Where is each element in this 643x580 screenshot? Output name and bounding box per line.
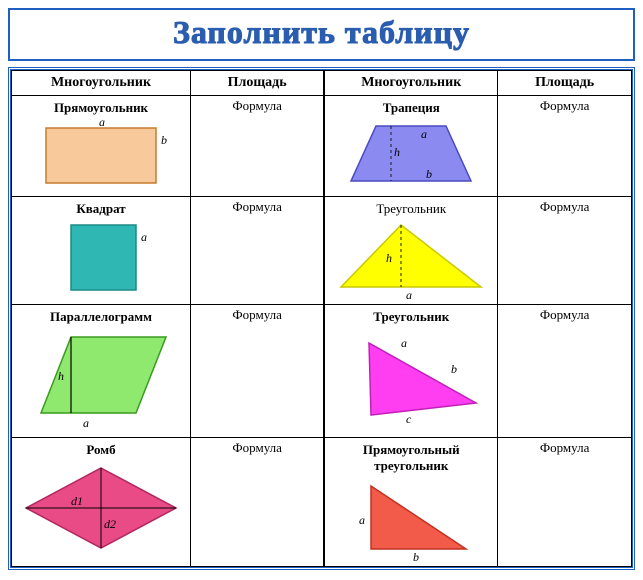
- shape-rhombus: d1 d2: [16, 458, 186, 558]
- shape-rectangle: a b: [21, 116, 181, 194]
- label-a: a: [406, 288, 412, 302]
- label-a: a: [99, 116, 105, 129]
- cell-parallelogram: Параллелограмм h a: [12, 305, 191, 438]
- formula-triangle-abc: Формула: [498, 305, 632, 438]
- header-polygon-right: Многоугольник: [324, 71, 497, 96]
- shape-name-trapezoid: Трапеция: [329, 100, 493, 116]
- table-row: Квадрат a Формула Треугольник h a Формул…: [12, 197, 632, 305]
- title-box: Заполнить таблицу: [8, 8, 635, 61]
- cell-rhombus: Ромб d1 d2: [12, 438, 191, 567]
- label-h: h: [386, 251, 392, 265]
- label-d2: d2: [104, 517, 116, 531]
- header-area-right: Площадь: [498, 71, 632, 96]
- formula-parallelogram: Формула: [191, 305, 325, 438]
- label-a: a: [421, 127, 427, 141]
- label-a: a: [141, 230, 147, 244]
- table-row: Ромб d1 d2 Формула Прямоугольный треугол…: [12, 438, 632, 567]
- shape-square: a: [21, 217, 181, 302]
- label-d1: d1: [71, 494, 83, 508]
- label-a: a: [401, 336, 407, 350]
- table-row: Прямоугольник a b Формула Трапеция a b h…: [12, 96, 632, 197]
- header-area-left: Площадь: [191, 71, 325, 96]
- label-h: h: [58, 369, 64, 383]
- shape-parallelogram: h a: [21, 325, 181, 435]
- label-b: b: [161, 133, 167, 147]
- cell-square: Квадрат a: [12, 197, 191, 305]
- label-b: b: [426, 167, 432, 181]
- label-a: a: [359, 513, 365, 527]
- page-title: Заполнить таблицу: [173, 14, 470, 50]
- formula-rhombus: Формула: [191, 438, 325, 567]
- shape-name-triangle-abc: Треугольник: [329, 309, 493, 325]
- cell-triangle-bh: Треугольник h a: [324, 197, 497, 305]
- cell-trapezoid: Трапеция a b h: [324, 96, 497, 197]
- formula-square: Формула: [191, 197, 325, 305]
- shape-trapezoid: a b h: [331, 116, 491, 194]
- formula-rectangle: Формула: [191, 96, 325, 197]
- shape-name-rhombus: Ромб: [16, 442, 186, 458]
- table-row: Параллелограмм h a Формула Треугольник a…: [12, 305, 632, 438]
- table-frame: Многоугольник Площадь Многоугольник Площ…: [8, 67, 635, 570]
- header-polygon-left: Многоугольник: [12, 71, 191, 96]
- shape-name-rectangle: Прямоугольник: [16, 100, 186, 116]
- cell-triangle-abc: Треугольник a b c: [324, 305, 497, 438]
- header-row: Многоугольник Площадь Многоугольник Площ…: [12, 71, 632, 96]
- shapes-table: Многоугольник Площадь Многоугольник Площ…: [11, 70, 632, 567]
- formula-trapezoid: Формула: [498, 96, 632, 197]
- shape-triangle-bh: h a: [331, 217, 491, 302]
- shape-name-right-triangle: Прямоугольный треугольник: [329, 442, 493, 474]
- formula-right-triangle: Формула: [498, 438, 632, 567]
- cell-right-triangle: Прямоугольный треугольник a b: [324, 438, 497, 567]
- cell-rectangle: Прямоугольник a b: [12, 96, 191, 197]
- label-a: a: [83, 416, 89, 430]
- label-c: c: [406, 412, 412, 426]
- shape-name-triangle-bh: Треугольник: [329, 201, 493, 217]
- formula-triangle-bh: Формула: [498, 197, 632, 305]
- label-b: b: [413, 550, 419, 564]
- label-h: h: [394, 145, 400, 159]
- label-b: b: [451, 362, 457, 376]
- shape-name-parallelogram: Параллелограмм: [16, 309, 186, 325]
- shape-right-triangle: a b: [331, 474, 491, 564]
- shape-name-square: Квадрат: [16, 201, 186, 217]
- shape-triangle-abc: a b c: [331, 325, 491, 435]
